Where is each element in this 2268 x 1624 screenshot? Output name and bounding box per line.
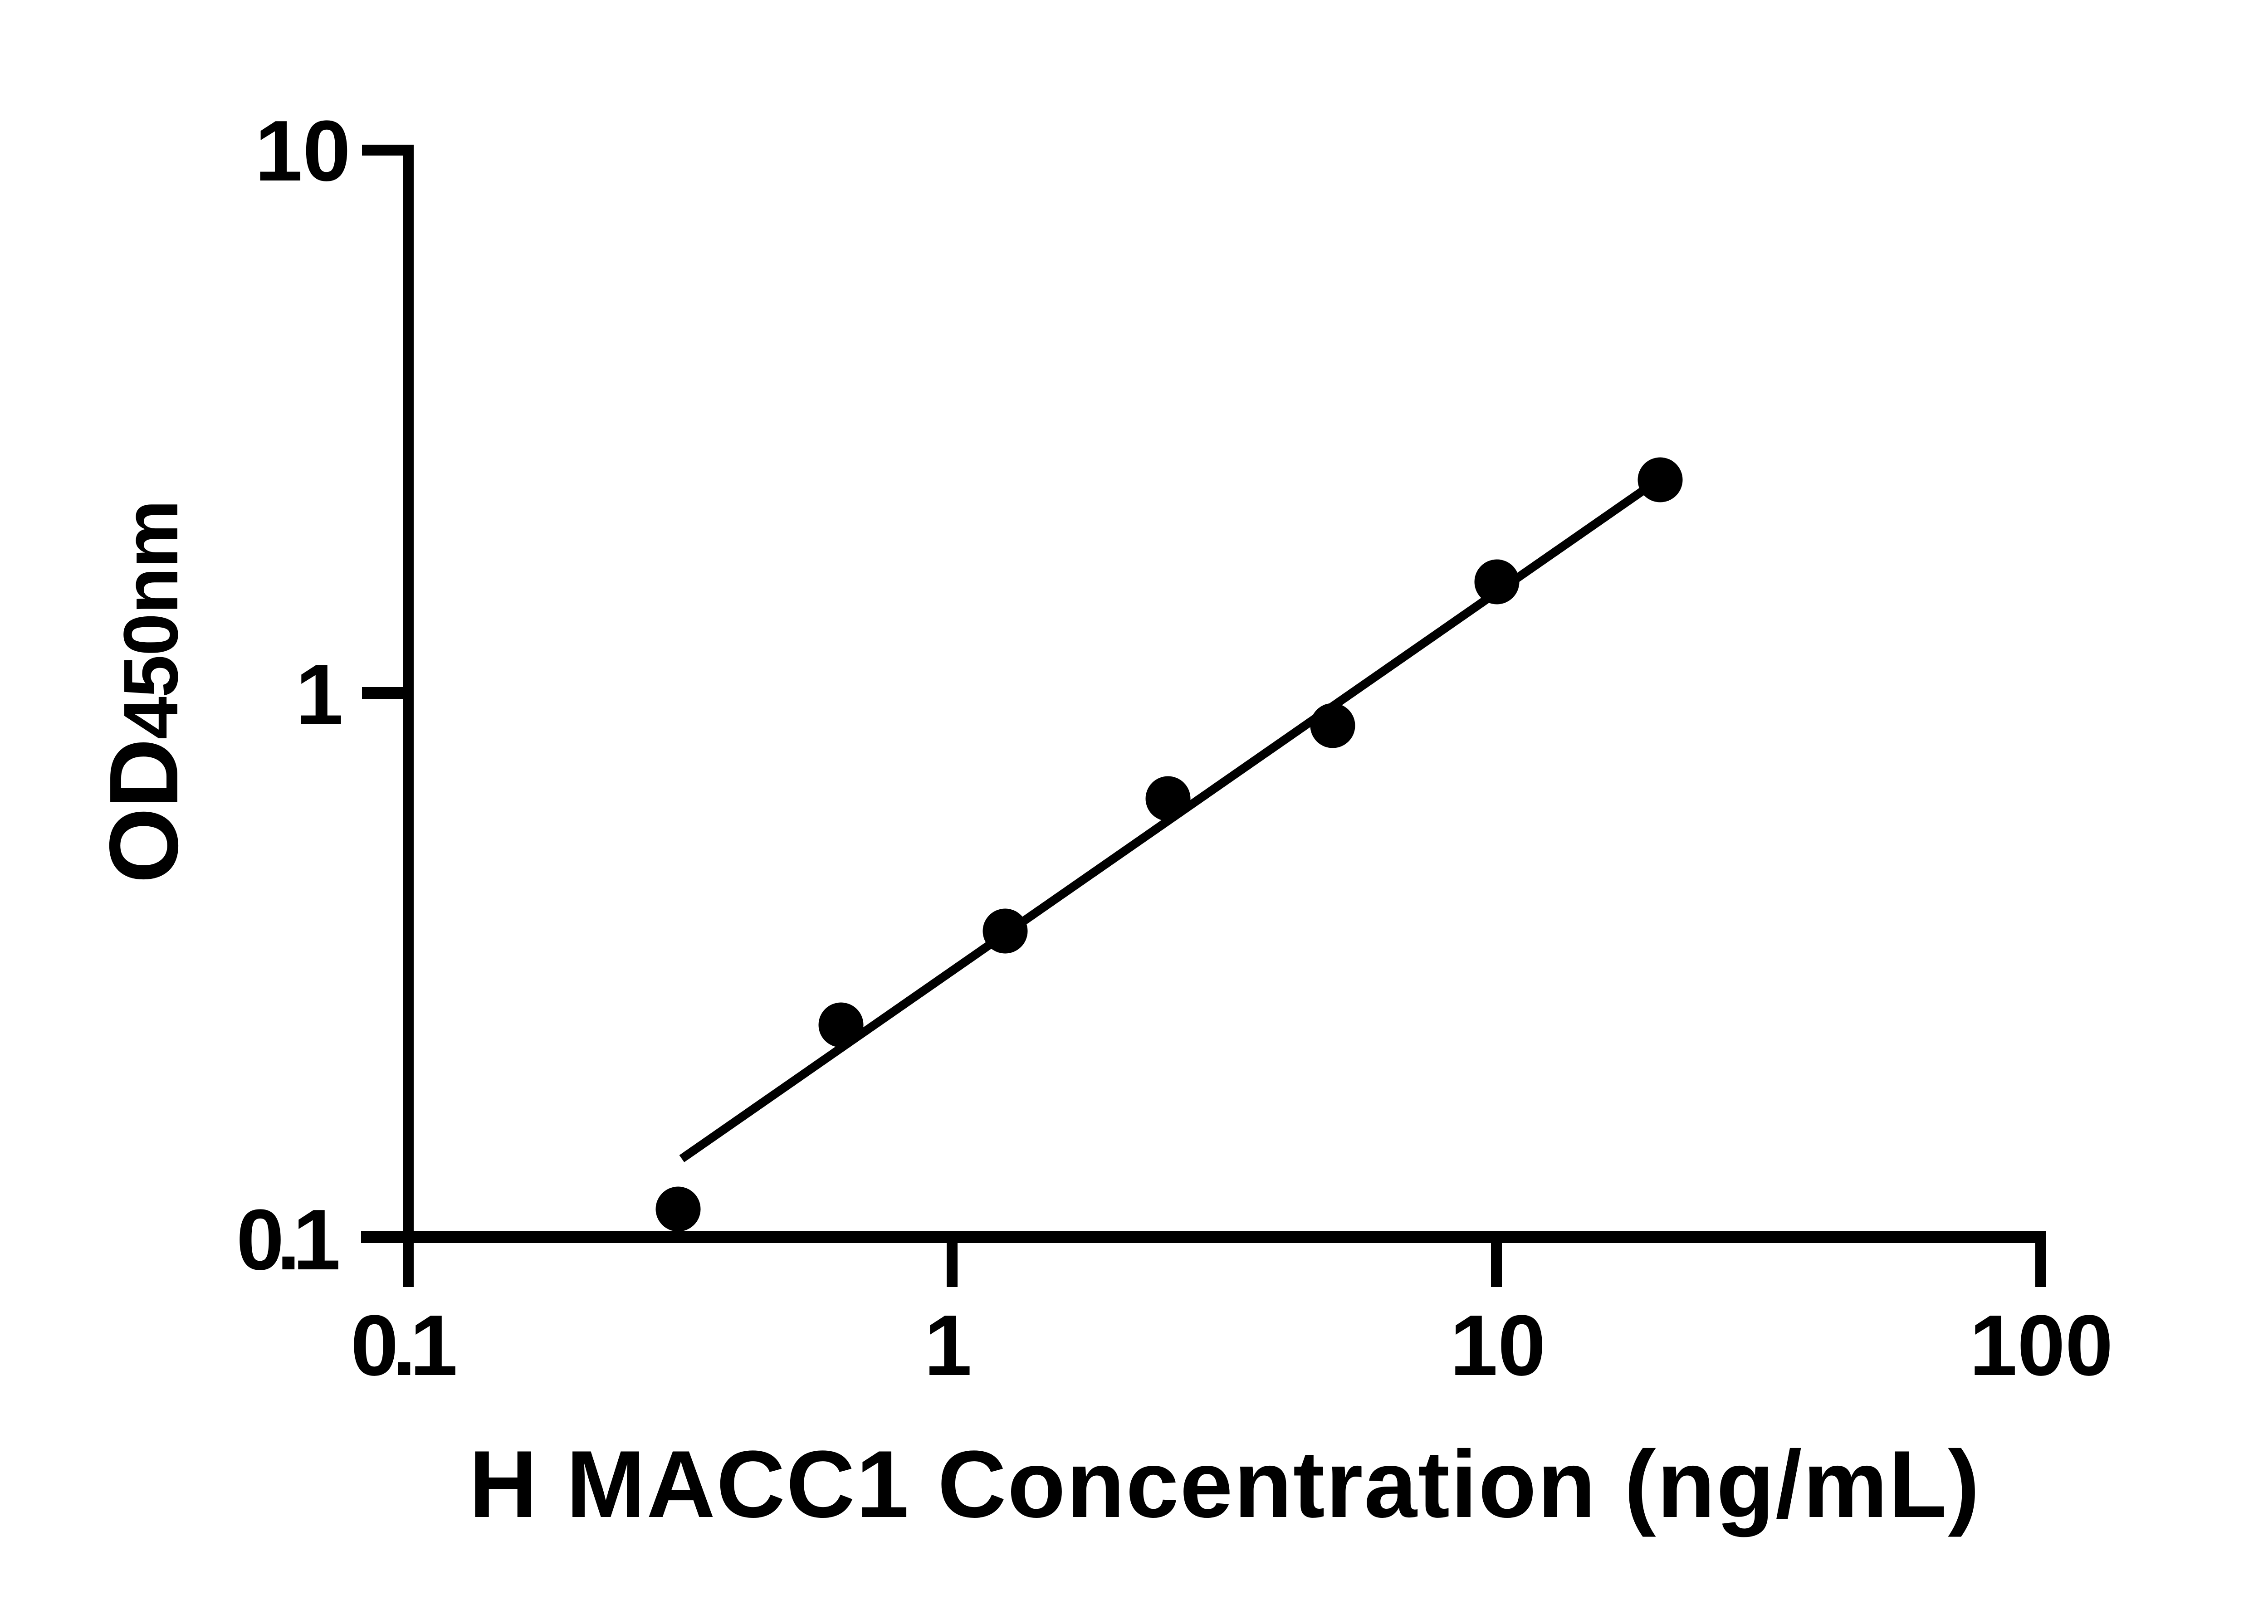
svg-text:0.1: 0.1 xyxy=(351,1297,455,1394)
svg-text:10: 10 xyxy=(255,103,351,199)
svg-text:10: 10 xyxy=(1450,1297,1545,1394)
svg-text:1: 1 xyxy=(295,647,343,743)
svg-text:H MACC1 Concentration (ng/mL): H MACC1 Concentration (ng/mL) xyxy=(469,1431,1980,1537)
svg-text:0.1: 0.1 xyxy=(236,1192,338,1288)
svg-text:100: 100 xyxy=(1969,1297,2113,1394)
svg-text:1: 1 xyxy=(924,1297,972,1394)
